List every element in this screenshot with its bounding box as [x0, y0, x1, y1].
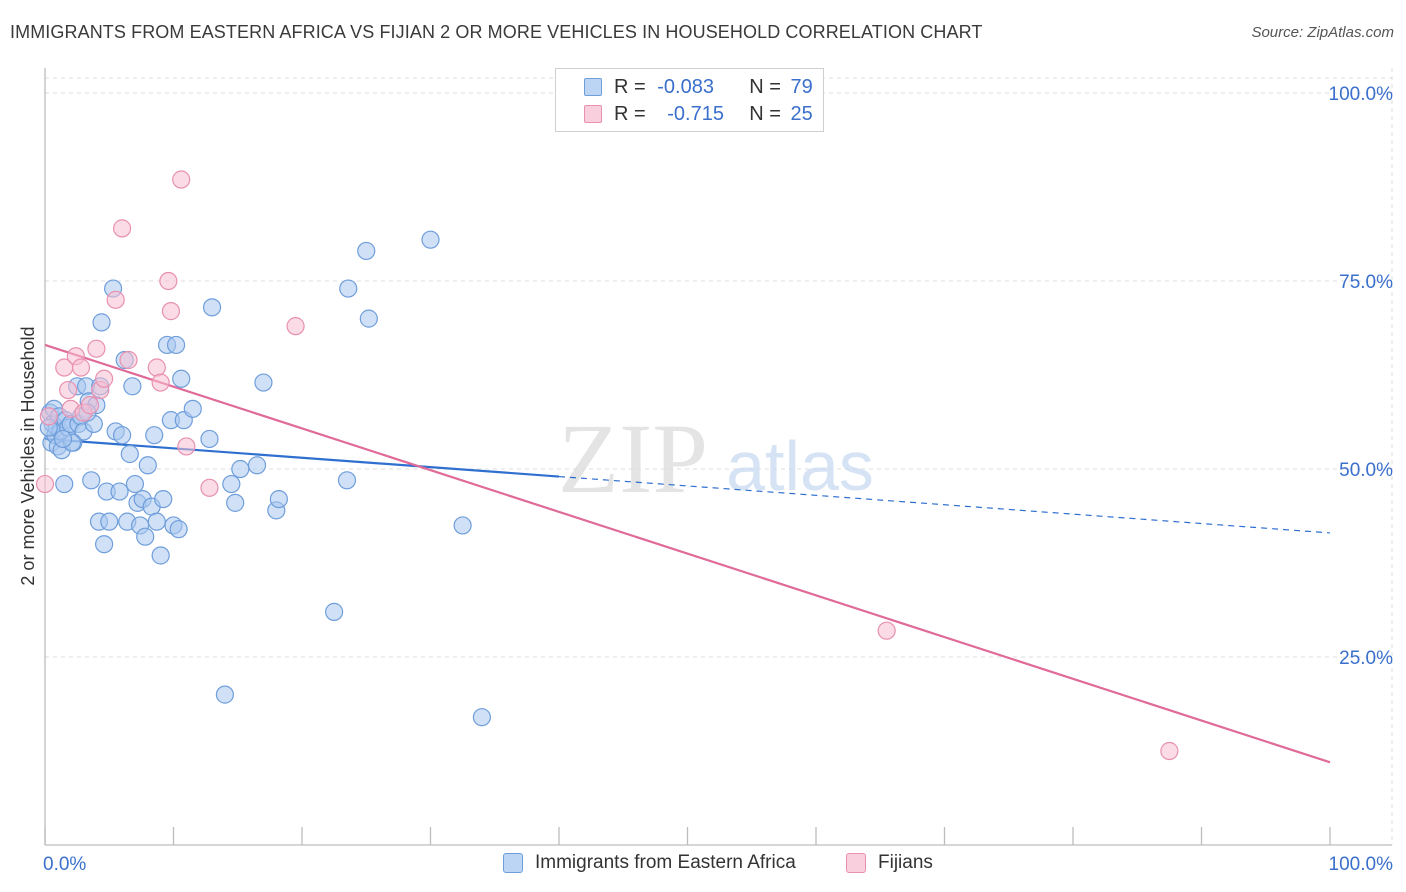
point-immigrants-25 [92, 313, 111, 332]
point-immigrants-66 [325, 602, 344, 621]
legend-label-fijians: Fijians [878, 852, 933, 873]
point-fijians-15 [147, 358, 166, 377]
trendline-immigrants-dashed [558, 475, 1331, 534]
legend-row-immigrants: R = -0.083 N = 79 [584, 75, 813, 99]
point-immigrants-52 [169, 520, 188, 539]
point-fijians-11 [95, 369, 114, 388]
point-immigrants-63 [254, 373, 273, 392]
point-immigrants-10 [55, 474, 74, 494]
point-immigrants-62 [247, 456, 267, 475]
point-fijians-24 [1160, 741, 1179, 761]
point-immigrants-26 [95, 535, 114, 554]
legend-n-value-2: 25 [790, 102, 813, 125]
legend-item-immigrants: Immigrants from Eastern Africa [503, 852, 796, 874]
point-immigrants-69 [357, 241, 376, 261]
legend-swatch-blue [584, 78, 602, 96]
point-immigrants-42 [138, 456, 157, 475]
legend-swatch-pink [584, 105, 602, 123]
trendline-fijians [44, 343, 1331, 764]
legend-row-fijians: R = -0.715 N = 25 [584, 102, 813, 126]
point-fijians-1 [39, 407, 58, 426]
correlation-legend: R = -0.083 N = 79 R = -0.715 N = 25 [555, 68, 824, 132]
point-immigrants-71 [421, 230, 440, 249]
point-immigrants-37 [125, 474, 145, 494]
point-immigrants-35 [120, 444, 139, 464]
legend-n-label: N = [749, 102, 781, 125]
point-fijians-6 [71, 358, 91, 377]
tick-labels: 25.0% 50.0% 75.0% 100.0% 0.0% 100.0% [43, 84, 1393, 875]
point-immigrants-44 [145, 426, 164, 445]
y-tick-label-50: 50.0% [1339, 460, 1393, 481]
legend-n-value-1: 79 [790, 75, 813, 98]
point-fijians-23 [877, 621, 896, 640]
point-immigrants-77 [53, 429, 73, 449]
point-fijians-3 [59, 380, 78, 400]
point-fijians-0 [35, 474, 55, 494]
point-fijians-12 [106, 290, 125, 309]
point-immigrants-28 [100, 512, 119, 531]
legend-item-fijians: Fijians [846, 852, 933, 874]
legend-r-label: R = [614, 102, 646, 125]
gridlines [45, 68, 1393, 845]
point-immigrants-46 [151, 546, 170, 565]
point-fijians-19 [172, 170, 191, 189]
point-fijians-20 [177, 437, 196, 456]
series-legend: Immigrants from Eastern Africa Fijians [0, 852, 1406, 878]
legend-swatch-immigrants [503, 853, 523, 873]
point-immigrants-60 [226, 493, 245, 512]
point-immigrants-36 [123, 377, 142, 396]
series-fijians-points [35, 170, 1179, 761]
point-immigrants-47 [154, 489, 173, 509]
x-tick-label-100: 100.0% [1329, 854, 1394, 875]
point-immigrants-55 [183, 399, 202, 418]
point-immigrants-53 [172, 369, 191, 388]
point-fijians-8 [80, 396, 100, 415]
watermark-atlas: atlas [726, 427, 874, 505]
point-immigrants-31 [110, 482, 129, 501]
watermark: ZIP atlas [558, 403, 874, 514]
legend-label-immigrants: Immigrants from Eastern Africa [535, 852, 796, 873]
legend-n-label: N = [749, 75, 781, 98]
point-immigrants-58 [215, 685, 234, 704]
y-tick-label-100: 100.0% [1329, 84, 1394, 105]
point-immigrants-59 [222, 474, 241, 494]
legend-r-label: R = [614, 75, 646, 98]
chart-title: IMMIGRANTS FROM EASTERN AFRICA VS FIJIAN… [10, 22, 983, 42]
point-fijians-21 [200, 478, 219, 497]
point-fijians-22 [286, 317, 305, 336]
point-immigrants-68 [339, 279, 358, 298]
source-label: Source: ZipAtlas.com [1251, 24, 1394, 41]
y-tick-label-25: 25.0% [1339, 648, 1393, 669]
x-tick-label-0: 0.0% [43, 854, 86, 875]
y-axis-label: 2 or more Vehicles in Household [18, 326, 38, 585]
point-immigrants-70 [359, 309, 378, 328]
point-immigrants-73 [472, 708, 491, 727]
point-immigrants-67 [337, 471, 357, 490]
y-tick-label-75: 75.0% [1339, 272, 1393, 293]
legend-r-value-1: -0.083 [657, 75, 714, 98]
point-fijians-16 [151, 373, 170, 392]
series-immigrants-points [39, 230, 491, 727]
axes [44, 68, 1392, 846]
point-fijians-13 [112, 219, 132, 238]
point-immigrants-51 [166, 335, 186, 355]
point-immigrants-41 [136, 527, 155, 546]
point-immigrants-56 [200, 429, 219, 449]
point-immigrants-61 [231, 459, 250, 479]
point-immigrants-57 [202, 298, 222, 317]
point-fijians-14 [119, 350, 138, 370]
point-fijians-9 [87, 339, 106, 358]
legend-r-value-2: -0.715 [667, 102, 724, 125]
point-immigrants-65 [269, 489, 288, 509]
point-immigrants-32 [112, 426, 132, 445]
point-fijians-17 [159, 271, 178, 291]
point-fijians-18 [161, 302, 181, 321]
point-immigrants-45 [147, 512, 166, 531]
point-immigrants-21 [82, 471, 101, 490]
point-immigrants-72 [453, 516, 472, 535]
legend-swatch-fijians [846, 853, 866, 873]
watermark-zip: ZIP [558, 403, 708, 514]
